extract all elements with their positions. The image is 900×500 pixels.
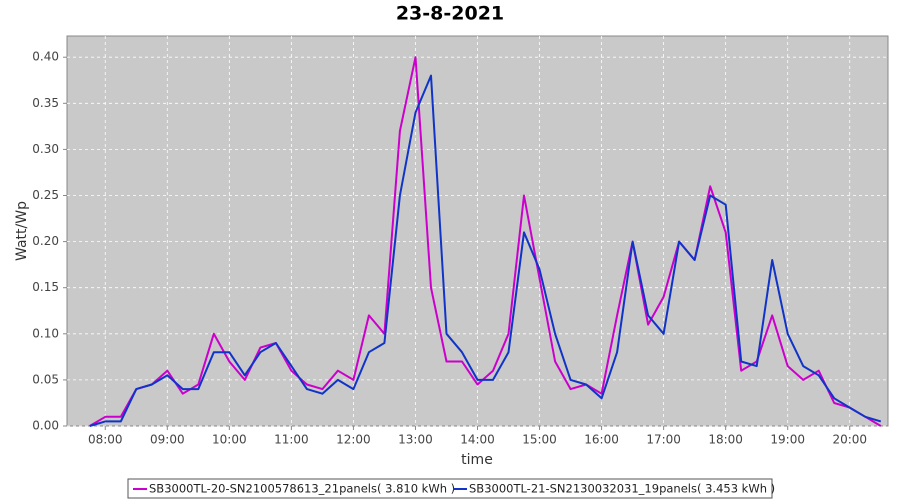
x-axis-label: time: [461, 452, 493, 468]
x-tick-label: 12:00: [336, 433, 371, 447]
x-tick-label: 13:00: [398, 433, 433, 447]
y-tick-label: 0.05: [32, 372, 59, 386]
series-line: [89, 74, 882, 427]
x-tick-label: 19:00: [770, 433, 805, 447]
x-tick-label: 15:00: [522, 433, 557, 447]
y-tick-label: 0.10: [32, 326, 59, 340]
y-tick-label: 0.35: [32, 96, 59, 110]
x-tick-label: 17:00: [646, 433, 681, 447]
x-tick-label: 20:00: [832, 433, 867, 447]
legend: [127, 478, 773, 499]
x-tick-label: 10:00: [212, 433, 247, 447]
x-tick-label: 08:00: [88, 433, 123, 447]
chart-title: 23-8-2021: [396, 3, 504, 25]
x-tick-label: 14:00: [460, 433, 495, 447]
legend-label: SB3000TL-21-SN2130032031_19panels( 3.453…: [469, 482, 775, 496]
y-tick-label: 0.25: [32, 188, 59, 202]
y-tick-label: 0.00: [32, 419, 59, 433]
x-tick-label: 18:00: [708, 433, 743, 447]
x-tick-label: 11:00: [274, 433, 309, 447]
y-tick-label: 0.15: [32, 280, 59, 294]
y-axis-label: Watt/Wp: [14, 201, 30, 261]
legend-label: SB3000TL-20-SN2100578613_21panels( 3.810…: [149, 482, 455, 496]
y-tick-label: 0.30: [32, 142, 59, 156]
y-tick-label: 0.20: [32, 234, 59, 248]
y-tick-label: 0.40: [32, 50, 59, 64]
x-tick-label: 16:00: [584, 433, 619, 447]
series-line: [89, 56, 882, 427]
x-tick-label: 09:00: [150, 433, 185, 447]
